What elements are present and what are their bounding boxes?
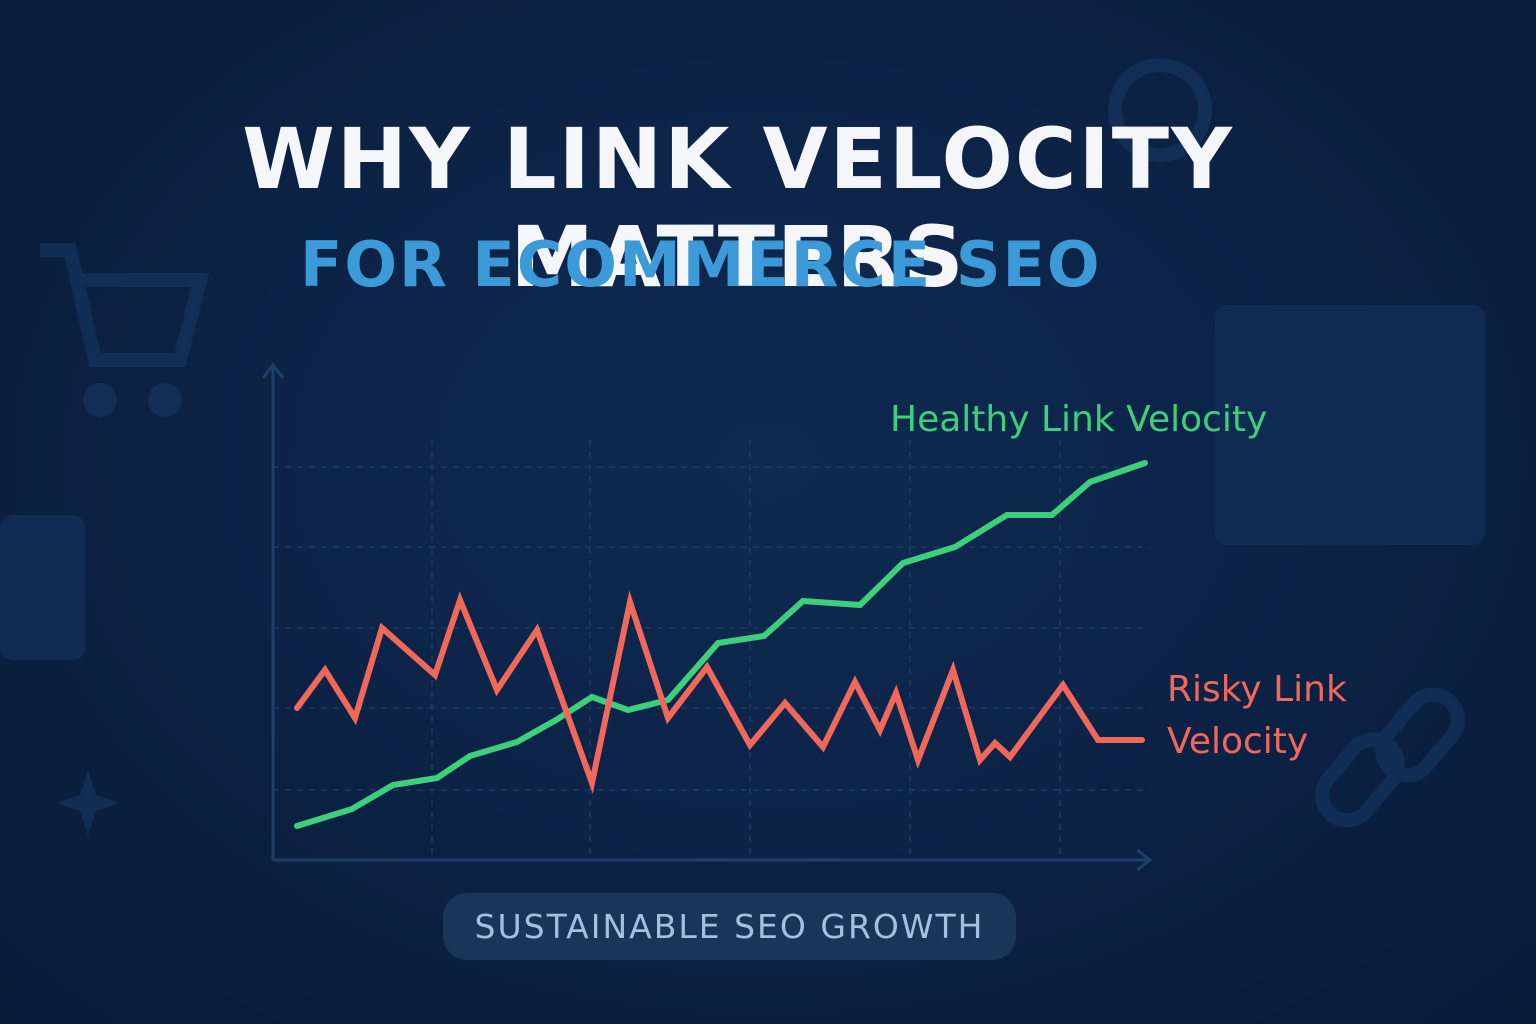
series-line [294, 590, 1145, 794]
subtitle: FOR ECOMMERCE SEO [300, 228, 1102, 301]
background-icons [0, 58, 1485, 836]
series-label: Risky Link Velocity [1167, 669, 1347, 762]
title: WHY LINK VELOCITY MATTERS [242, 110, 1234, 306]
axes [261, 362, 1153, 872]
badge: SUSTAINABLE SEO GROWTH [443, 893, 1016, 960]
grid-decoration [273, 440, 1150, 860]
series-line [294, 460, 1148, 829]
series-label: Healthy Link Velocity [890, 399, 1268, 440]
